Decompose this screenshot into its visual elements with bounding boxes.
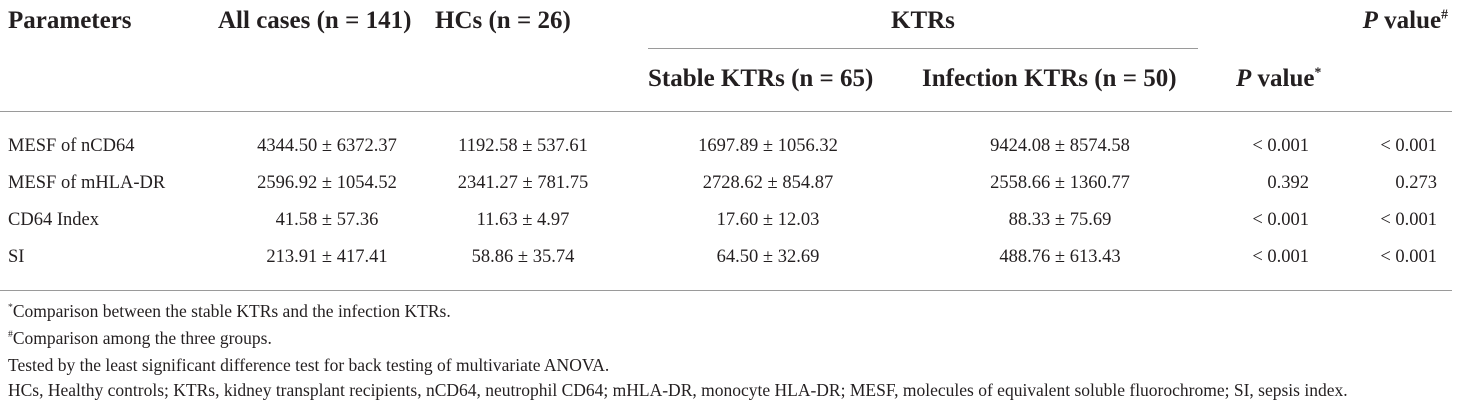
cell-stable: 1697.89 ± 1056.32 — [698, 136, 838, 156]
footnote-star-text: Comparison between the stable KTRs and t… — [12, 301, 451, 321]
cell-p-overall: < 0.001 — [1380, 136, 1437, 156]
hash-mark: # — [8, 329, 13, 341]
cell-p-overall: < 0.001 — [1380, 247, 1437, 267]
cell-infection: 88.33 ± 75.69 — [1008, 210, 1112, 230]
header-all-cases: All cases (n = 141) — [218, 7, 412, 34]
p-italic: P — [1362, 7, 1378, 34]
footnote-star: *Comparison between the stable KTRs and … — [8, 300, 451, 322]
footnote-hash: #Comparison among the three groups. — [8, 327, 272, 349]
cell-p-pairwise: < 0.001 — [1252, 136, 1309, 156]
cell-p-pairwise: < 0.001 — [1252, 247, 1309, 267]
star-mark: * — [8, 302, 13, 314]
cell-param: SI — [8, 247, 25, 267]
header-parameters: Parameters — [8, 7, 132, 34]
cell-p-pairwise: < 0.001 — [1252, 210, 1309, 230]
cell-hcs: 11.63 ± 4.97 — [476, 210, 570, 230]
header-p-value-overall: P value# — [1363, 6, 1448, 36]
cell-stable: 2728.62 ± 854.87 — [702, 173, 834, 193]
cell-p-pairwise: 0.392 — [1267, 173, 1309, 193]
cell-infection: 2558.66 ± 1360.77 — [990, 173, 1130, 193]
star-mark: * — [1314, 64, 1322, 80]
header-bottom-rule — [0, 111, 1452, 112]
cell-hcs: 2341.27 ± 781.75 — [457, 173, 589, 193]
cell-param: MESF of nCD64 — [8, 136, 135, 156]
cell-p-overall: < 0.001 — [1380, 210, 1437, 230]
header-p-value-pairwise: P value* — [1236, 64, 1321, 94]
cell-stable: 17.60 ± 12.03 — [716, 210, 820, 230]
p-value-word: value — [1257, 65, 1315, 92]
p-italic: P — [1236, 65, 1252, 92]
hash-mark: # — [1441, 6, 1448, 22]
header-hcs: HCs (n = 26) — [435, 7, 571, 34]
cell-p-overall: 0.273 — [1395, 173, 1437, 193]
header-ktrs-group: KTRs — [891, 7, 955, 34]
footnote-tested: Tested by the least significant differen… — [8, 355, 610, 375]
cell-all: 41.58 ± 57.36 — [275, 210, 379, 230]
cell-infection: 9424.08 ± 8574.58 — [990, 136, 1130, 156]
p-value-word: value — [1384, 7, 1442, 34]
cell-all: 2596.92 ± 1054.52 — [257, 173, 397, 193]
cell-param: MESF of mHLA-DR — [8, 173, 166, 193]
cell-infection: 488.76 ± 613.43 — [999, 247, 1121, 267]
header-stable-ktrs: Stable KTRs (n = 65) — [648, 65, 874, 92]
table-bottom-rule — [0, 290, 1452, 291]
footnote-abbreviations: HCs, Healthy controls; KTRs, kidney tran… — [8, 380, 1348, 400]
footnote-hash-text: Comparison among the three groups. — [12, 328, 272, 348]
cell-hcs: 58.86 ± 35.74 — [471, 247, 575, 267]
cell-all: 213.91 ± 417.41 — [266, 247, 388, 267]
cell-all: 4344.50 ± 6372.37 — [257, 136, 397, 156]
cell-param: CD64 Index — [8, 210, 99, 230]
ktrs-span-rule — [648, 48, 1198, 49]
header-infection-ktrs: Infection KTRs (n = 50) — [922, 65, 1177, 92]
cell-stable: 64.50 ± 32.69 — [716, 247, 820, 267]
cell-hcs: 1192.58 ± 537.61 — [458, 136, 588, 156]
